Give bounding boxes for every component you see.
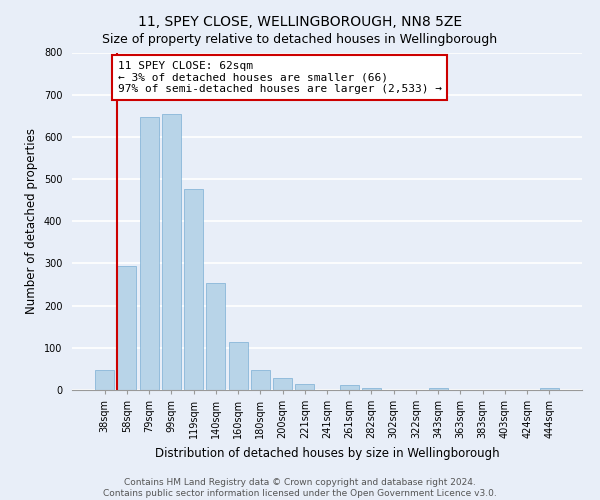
Text: 11, SPEY CLOSE, WELLINGBOROUGH, NN8 5ZE: 11, SPEY CLOSE, WELLINGBOROUGH, NN8 5ZE: [138, 15, 462, 29]
Bar: [184, 189, 203, 390]
Text: Size of property relative to detached houses in Wellingborough: Size of property relative to detached ho…: [103, 32, 497, 46]
Bar: [362, 388, 381, 390]
Bar: [340, 385, 359, 390]
Bar: [140, 116, 158, 390]
X-axis label: Distribution of detached houses by size in Wellingborough: Distribution of detached houses by size …: [155, 446, 499, 460]
Bar: [295, 384, 314, 390]
Bar: [429, 388, 448, 390]
Y-axis label: Number of detached properties: Number of detached properties: [25, 128, 38, 314]
Text: 11 SPEY CLOSE: 62sqm
← 3% of detached houses are smaller (66)
97% of semi-detach: 11 SPEY CLOSE: 62sqm ← 3% of detached ho…: [118, 61, 442, 94]
Bar: [118, 266, 136, 390]
Bar: [229, 342, 248, 390]
Bar: [95, 370, 114, 390]
Bar: [206, 284, 225, 390]
Bar: [540, 388, 559, 390]
Bar: [273, 378, 292, 390]
Text: Contains HM Land Registry data © Crown copyright and database right 2024.
Contai: Contains HM Land Registry data © Crown c…: [103, 478, 497, 498]
Bar: [162, 114, 181, 390]
Bar: [251, 370, 270, 390]
